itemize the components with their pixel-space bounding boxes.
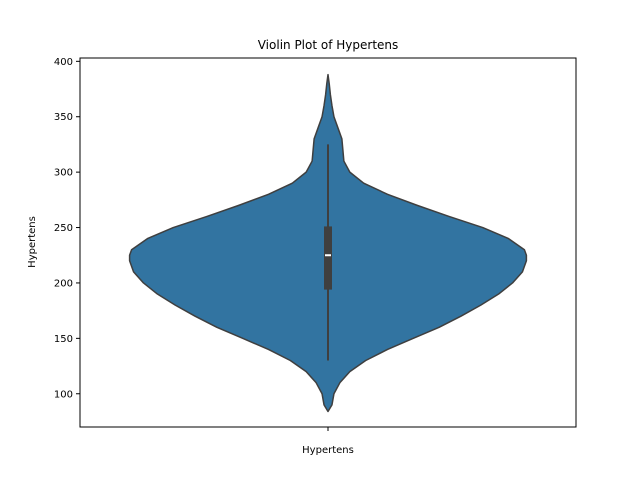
- y-tick-label: 200: [54, 278, 73, 289]
- y-tick-label: 250: [54, 223, 73, 234]
- chart-title: Violin Plot of Hypertens: [258, 38, 399, 52]
- y-tick-label: 150: [54, 334, 73, 345]
- y-axis: 100 150 200 250 300 350 400: [54, 57, 80, 400]
- violin-iqr-box: [324, 226, 332, 290]
- y-tick-label: 350: [54, 112, 73, 123]
- y-tick-label: 400: [54, 57, 73, 68]
- x-tick-label: Hypertens: [302, 445, 354, 456]
- x-axis: Hypertens: [302, 427, 354, 456]
- y-tick-label: 300: [54, 168, 73, 179]
- y-tick-label: 100: [54, 389, 73, 400]
- y-axis-label: Hypertens: [27, 216, 38, 268]
- plot-area: [128, 73, 528, 413]
